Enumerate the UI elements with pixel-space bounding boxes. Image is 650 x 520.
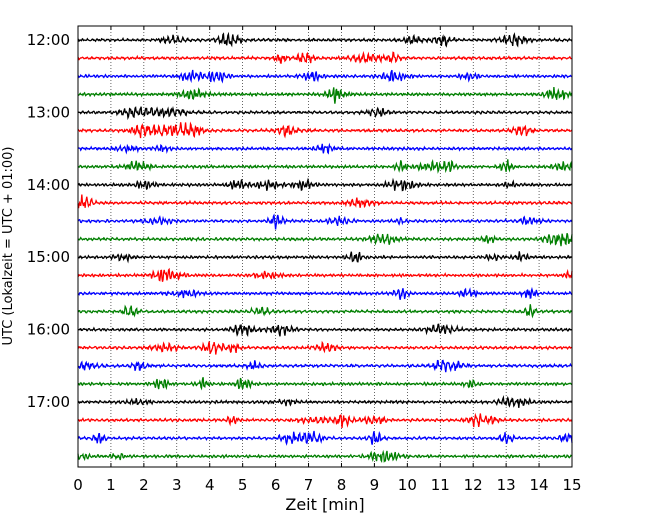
y-tick-label: 15:00 <box>27 248 70 266</box>
y-axis-ticks: 12:00 13:00 14:00 15:00 16:00 17:00 <box>27 31 572 411</box>
trace-line <box>77 158 573 174</box>
trace-line <box>77 377 573 391</box>
x-tick-label: 4 <box>205 476 215 494</box>
trace-line <box>77 142 573 155</box>
x-tick-label: 6 <box>271 476 281 494</box>
y-tick-label: 12:00 <box>27 31 70 49</box>
x-tick-label: 9 <box>370 476 380 494</box>
y-tick-label: 17:00 <box>27 393 70 411</box>
trace-line <box>77 232 573 247</box>
trace-line <box>77 213 573 230</box>
y-tick-label: 16:00 <box>27 321 70 339</box>
trace-line <box>77 304 573 319</box>
x-tick-label: 7 <box>304 476 314 494</box>
plot-frame <box>77 25 573 468</box>
trace-line <box>77 449 573 464</box>
seismic-traces <box>77 31 573 464</box>
trace-line <box>77 121 573 139</box>
x-tick-label: 3 <box>172 476 182 494</box>
trace-line <box>77 105 573 121</box>
x-axis-ticks: 0 1 2 3 4 5 6 7 8 9 10 11 12 13 14 15 <box>73 26 582 494</box>
trace-line <box>77 359 573 373</box>
trace-line <box>77 412 573 429</box>
x-tick-label: 13 <box>497 476 516 494</box>
x-tick-label: 1 <box>106 476 116 494</box>
y-tick-label: 14:00 <box>27 176 70 194</box>
trace-line <box>77 177 573 192</box>
trace-line <box>77 267 573 282</box>
x-tick-label: 12 <box>464 476 483 494</box>
x-tick-label: 10 <box>398 476 417 494</box>
x-tick-label: 5 <box>238 476 248 494</box>
x-tick-label: 11 <box>431 476 450 494</box>
trace-line <box>77 323 573 337</box>
x-tick-label: 8 <box>337 476 347 494</box>
x-tick-label: 15 <box>562 476 581 494</box>
trace-line <box>77 286 573 300</box>
trace-line <box>77 31 573 48</box>
trace-line <box>77 394 573 408</box>
trace-line <box>77 251 573 264</box>
x-axis-label: Zeit [min] <box>285 495 364 514</box>
trace-line <box>77 430 573 446</box>
x-tick-label: 0 <box>73 476 83 494</box>
trace-line <box>77 87 573 104</box>
trace-line <box>77 69 573 84</box>
y-tick-label: 13:00 <box>27 103 70 121</box>
y-axis-label: UTC (Lokalzeit = UTC + 01:00) <box>1 147 16 346</box>
trace-line <box>77 50 573 64</box>
x-tick-label: 2 <box>139 476 149 494</box>
x-tick-label: 14 <box>530 476 549 494</box>
trace-line <box>77 194 573 209</box>
trace-line <box>77 340 573 355</box>
